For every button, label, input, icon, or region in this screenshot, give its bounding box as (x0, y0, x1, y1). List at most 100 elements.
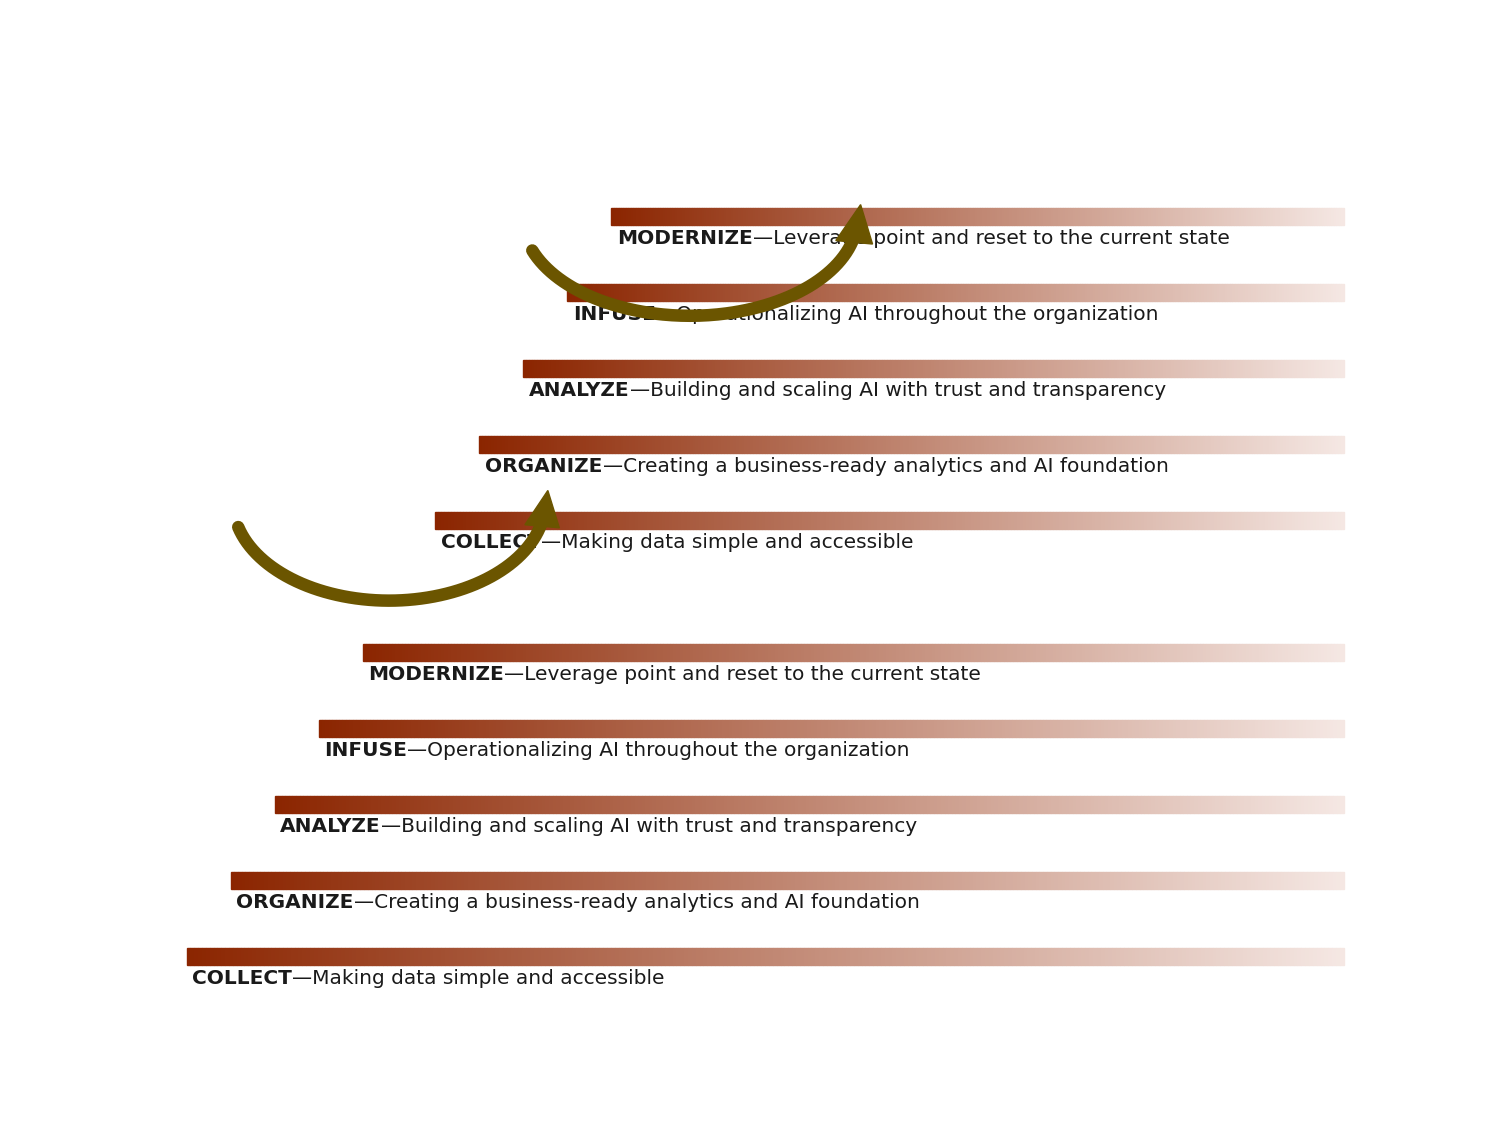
Bar (602, 720, 606, 736)
Bar (917, 872, 921, 889)
Bar (1217, 207, 1220, 225)
Bar (472, 947, 476, 965)
Bar (561, 643, 566, 661)
Bar (537, 436, 540, 453)
Bar (866, 436, 869, 453)
Bar (872, 872, 876, 889)
Bar (794, 872, 799, 889)
Bar (551, 720, 554, 736)
Bar (796, 511, 799, 529)
Bar (830, 643, 833, 661)
Bar (288, 796, 293, 813)
Bar (794, 360, 797, 377)
Bar (1062, 872, 1066, 889)
Bar (812, 207, 814, 225)
Bar (1038, 284, 1041, 302)
Bar (694, 284, 697, 302)
Bar (1324, 643, 1327, 661)
Bar (508, 511, 511, 529)
Bar (966, 436, 969, 453)
Bar (1084, 872, 1088, 889)
Bar (442, 947, 445, 965)
Bar (790, 284, 793, 302)
Bar (1297, 796, 1300, 813)
Bar (876, 947, 881, 965)
Bar (784, 947, 788, 965)
Bar (708, 947, 711, 965)
Bar (741, 284, 744, 302)
Bar (421, 643, 424, 661)
Bar (451, 643, 454, 661)
Bar (909, 796, 912, 813)
Text: ANALYZE: ANALYZE (529, 381, 630, 400)
Bar (1156, 207, 1159, 225)
Bar (793, 436, 796, 453)
Bar (1341, 284, 1344, 302)
Bar (924, 284, 927, 302)
Bar (1138, 511, 1141, 529)
Bar (1126, 207, 1129, 225)
Bar (758, 360, 761, 377)
Bar (1185, 947, 1190, 965)
Bar (309, 872, 312, 889)
Bar (817, 643, 820, 661)
Bar (738, 284, 741, 302)
Bar (1212, 207, 1214, 225)
Bar (620, 720, 623, 736)
Bar (1214, 511, 1217, 529)
Bar (511, 947, 515, 965)
Bar (903, 436, 906, 453)
Bar (923, 796, 927, 813)
Bar (1026, 511, 1029, 529)
Bar (1166, 720, 1169, 736)
Bar (1090, 436, 1093, 453)
Bar (875, 720, 879, 736)
Bar (882, 720, 885, 736)
Bar (885, 284, 888, 302)
Bar (588, 643, 591, 661)
Bar (690, 207, 691, 225)
Bar (891, 872, 894, 889)
Bar (626, 436, 629, 453)
Bar (832, 284, 835, 302)
Bar (1290, 207, 1293, 225)
Bar (742, 643, 745, 661)
Bar (661, 872, 664, 889)
Bar (333, 947, 337, 965)
Bar (954, 720, 957, 736)
Bar (1045, 360, 1048, 377)
Bar (1190, 207, 1193, 225)
Bar (434, 720, 437, 736)
Bar (638, 207, 640, 225)
Bar (569, 643, 572, 661)
Bar (738, 796, 742, 813)
Bar (763, 796, 766, 813)
Bar (1014, 872, 1017, 889)
Bar (464, 872, 469, 889)
Bar (909, 284, 912, 302)
Bar (948, 643, 951, 661)
Bar (1038, 511, 1041, 529)
Bar (1014, 511, 1017, 529)
Bar (1336, 796, 1341, 813)
Bar (1030, 796, 1033, 813)
Bar (975, 436, 978, 453)
Bar (1066, 796, 1069, 813)
Bar (469, 872, 472, 889)
Bar (1163, 284, 1165, 302)
Bar (1085, 643, 1088, 661)
Bar (1206, 643, 1209, 661)
Bar (1221, 872, 1224, 889)
Bar (763, 511, 766, 529)
Bar (890, 207, 891, 225)
Bar (279, 872, 282, 889)
Bar (646, 720, 649, 736)
Bar (1088, 872, 1091, 889)
Bar (1094, 872, 1099, 889)
Bar (406, 947, 411, 965)
Bar (1251, 436, 1254, 453)
Bar (923, 947, 927, 965)
Bar (567, 360, 570, 377)
Bar (1126, 796, 1130, 813)
Bar (455, 720, 458, 736)
